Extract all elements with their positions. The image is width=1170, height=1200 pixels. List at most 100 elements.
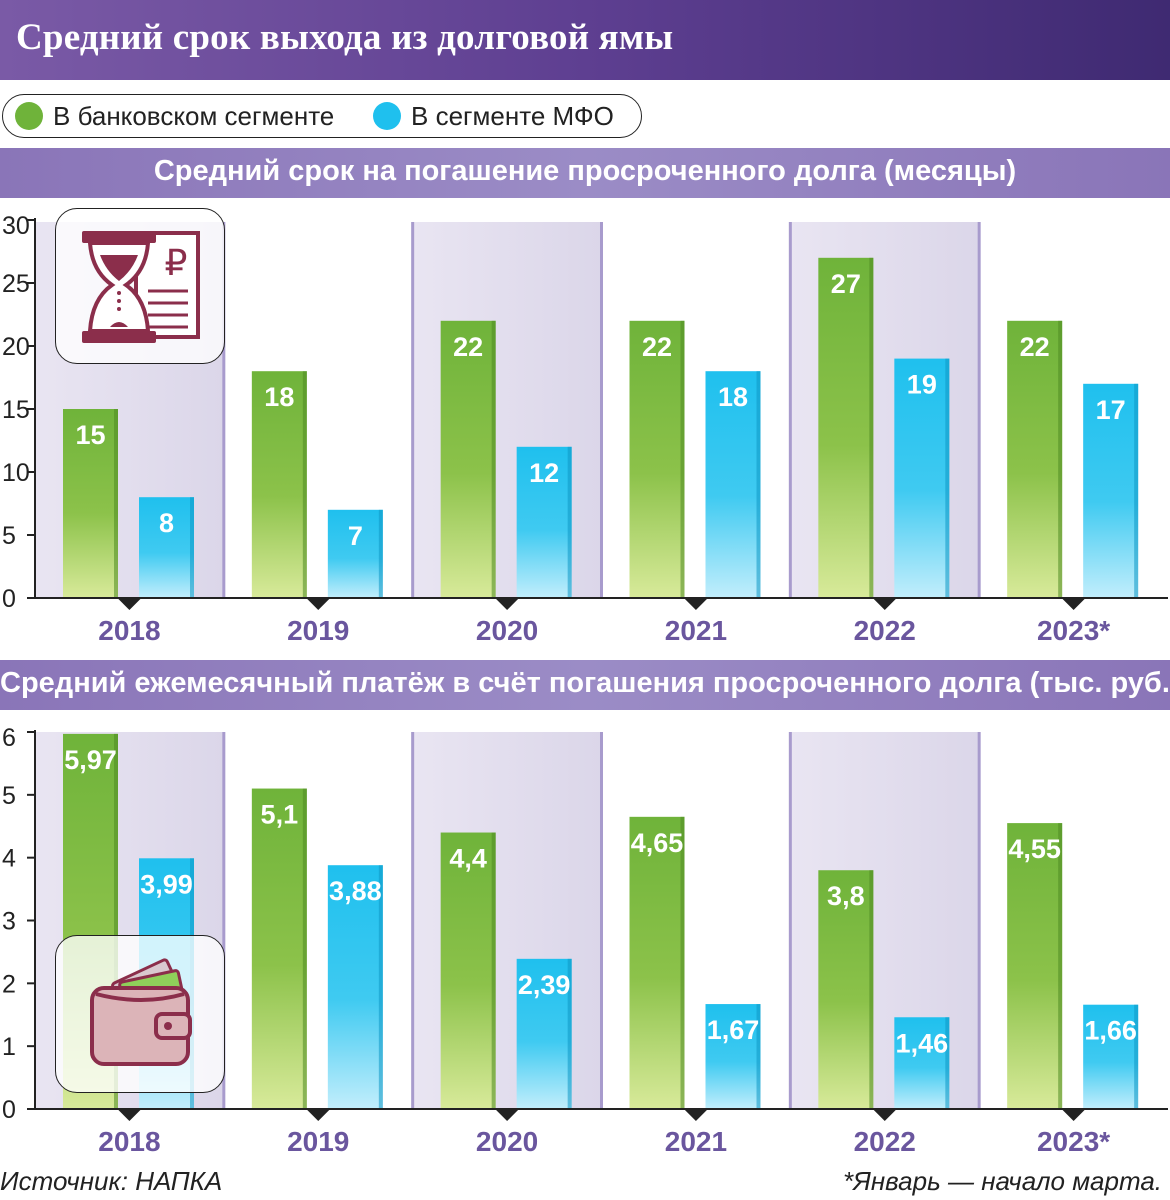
bar-value-label: 17 xyxy=(1096,395,1126,425)
legend-item-bank: В банковском сегменте xyxy=(15,101,334,131)
y-tick-label: 25 xyxy=(2,270,30,298)
bar-edge xyxy=(567,446,572,598)
y-tick-label: 1 xyxy=(2,1033,16,1061)
x-tick-label: 2021 xyxy=(665,1126,727,1157)
x-tick-label: 2022 xyxy=(854,1126,916,1157)
legend-swatch-mfo xyxy=(373,102,401,130)
svg-text:₽: ₽ xyxy=(165,242,188,283)
bar-value-label: 15 xyxy=(75,420,105,450)
bar-value-label: 4,4 xyxy=(449,844,487,874)
bar-value-label: 22 xyxy=(1020,332,1050,362)
bar-edge xyxy=(190,497,194,598)
bar-mfo xyxy=(705,1004,761,1109)
bar-mfo xyxy=(516,958,572,1109)
x-tick-marker xyxy=(872,598,897,610)
x-tick-marker xyxy=(495,1109,520,1121)
bar-bank xyxy=(63,409,118,598)
bar-mfo xyxy=(705,371,761,598)
header: Средний срок выхода из долговой ямы xyxy=(0,0,1170,80)
bar-mfo xyxy=(1083,1004,1139,1109)
bar-edge xyxy=(567,958,572,1109)
page-title: Средний срок выхода из долговой ямы xyxy=(16,17,674,58)
bar-edge xyxy=(869,870,874,1109)
bar-value-label: 22 xyxy=(453,332,483,362)
bar-value-label: 4,65 xyxy=(631,828,684,858)
x-tick-label: 2021 xyxy=(665,615,727,646)
x-tick-label: 2023* xyxy=(1037,1126,1110,1157)
bar-value-label: 7 xyxy=(348,521,363,551)
bar-value-label: 18 xyxy=(264,382,294,412)
y-tick-label: 5 xyxy=(2,522,16,550)
bar-mfo xyxy=(139,497,194,598)
bar-bank xyxy=(440,832,496,1109)
bar-edge xyxy=(114,409,118,598)
bar-value-label: 8 xyxy=(159,508,174,538)
bar-edge xyxy=(756,1004,761,1109)
chart1-title-band: Средний срок на погашение просроченного … xyxy=(0,148,1170,198)
bar-edge xyxy=(491,832,496,1109)
legend-label-bank: В банковском сегменте xyxy=(53,100,335,131)
y-tick-label: 5 xyxy=(2,782,16,810)
bar-edge xyxy=(1058,823,1063,1109)
y-tick-label: 0 xyxy=(2,585,16,613)
x-tick-label: 2020 xyxy=(476,1126,538,1157)
footnote: *Январь — начало марта. xyxy=(843,1166,1162,1196)
bar-mfo xyxy=(894,1017,950,1109)
x-tick-label: 2022 xyxy=(854,615,916,646)
bar-edge xyxy=(491,320,496,598)
bar-edge xyxy=(1134,1004,1139,1109)
y-tick-label: 2 xyxy=(2,970,16,998)
bar-bank xyxy=(440,320,496,598)
bar-value-label: 1,67 xyxy=(707,1015,760,1045)
bar-edge xyxy=(378,509,383,598)
bar-edge xyxy=(680,816,685,1109)
bar-bank xyxy=(251,788,307,1109)
x-tick-marker xyxy=(117,1109,142,1121)
bar-bank xyxy=(818,257,874,598)
bar-mfo xyxy=(894,358,950,598)
x-tick-label: 2019 xyxy=(287,615,349,646)
bar-edge xyxy=(945,1017,950,1109)
x-tick-label: 2019 xyxy=(287,1126,349,1157)
bar-mfo xyxy=(516,446,572,598)
bar-bank xyxy=(1007,823,1063,1109)
bar-bank xyxy=(1007,320,1063,598)
wallet-banknotes-icon xyxy=(55,935,225,1093)
source-note: Источник: НАПКА xyxy=(0,1166,223,1196)
bar-edge xyxy=(945,358,950,598)
y-tick-label: 6 xyxy=(2,724,16,752)
legend-swatch-bank xyxy=(15,102,43,130)
x-tick-marker xyxy=(495,598,520,610)
y-tick-label: 10 xyxy=(2,459,30,487)
bar-mfo xyxy=(327,509,383,598)
y-tick-label: 30 xyxy=(2,212,30,240)
chart1-months: 0 5 10 15 20 25 30 15 8 2018 18 7 2019 22 12 2020 22 18 20… xyxy=(2,212,1168,646)
y-tick-label: 4 xyxy=(2,845,16,873)
bar-value-label: 12 xyxy=(529,458,559,488)
bar-value-label: 3,8 xyxy=(827,881,865,911)
bar-mfo xyxy=(1083,383,1139,598)
bar-edge xyxy=(302,788,307,1109)
bar-edge xyxy=(756,371,761,598)
bar-bank xyxy=(629,816,685,1109)
bar-edge xyxy=(1058,320,1063,598)
x-tick-label: 2020 xyxy=(476,615,538,646)
legend-label-mfo: В сегменте МФО xyxy=(411,100,614,131)
x-tick-marker xyxy=(1061,1109,1086,1121)
bar-value-label: 22 xyxy=(642,332,672,362)
bar-value-label: 3,88 xyxy=(329,876,382,906)
bar-edge xyxy=(114,733,118,1109)
bar-bank xyxy=(251,371,307,598)
x-tick-label: 2018 xyxy=(98,1126,160,1157)
bar-value-label: 3,99 xyxy=(140,869,193,899)
x-tick-marker xyxy=(683,598,708,610)
chart2-title: Средний ежемесячный платёж в счёт погаше… xyxy=(0,667,1170,699)
bar-mfo xyxy=(327,865,383,1109)
bar-value-label: 1,66 xyxy=(1084,1016,1137,1046)
bar-edge xyxy=(680,320,685,598)
x-tick-marker xyxy=(117,598,142,610)
bar-edge xyxy=(378,865,383,1109)
x-tick-marker xyxy=(872,1109,897,1121)
y-tick-label: 20 xyxy=(2,333,30,361)
x-tick-marker xyxy=(1061,598,1086,610)
